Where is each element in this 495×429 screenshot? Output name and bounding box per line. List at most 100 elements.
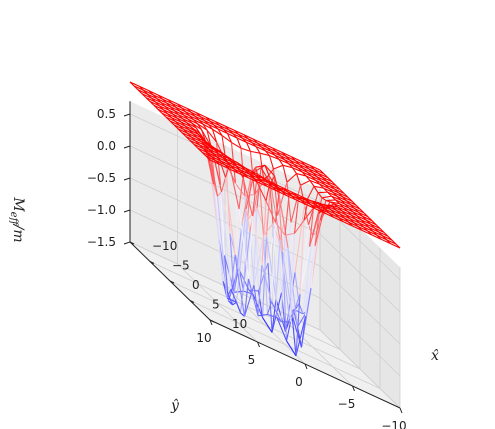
wireframe-segment — [220, 160, 231, 166]
wireframe-segment — [227, 133, 238, 139]
wireframe-segment — [324, 184, 335, 190]
wireframe-segment — [269, 155, 280, 160]
wireframe-segment — [337, 206, 348, 212]
wireframe-segment — [208, 148, 219, 155]
wireframe-segment — [189, 140, 200, 146]
wireframe-segment — [306, 200, 317, 206]
wireframe-segment — [382, 235, 393, 241]
wireframe-segment — [219, 125, 230, 131]
wireframe-segment — [282, 164, 293, 169]
wireframe-segment — [310, 204, 321, 210]
wireframe-segment — [243, 134, 254, 140]
wireframe-segment — [259, 152, 270, 157]
wireframe-segment — [224, 177, 236, 256]
wireframe-segment — [338, 192, 349, 198]
wireframe-segment — [303, 207, 314, 221]
wireframe-segment — [313, 186, 319, 194]
wireframe-segment — [133, 85, 139, 91]
wireframe-segment — [334, 188, 345, 194]
wireframe-segment — [268, 182, 279, 188]
wireframe-segment — [168, 109, 179, 116]
wireframe-segment — [314, 207, 325, 214]
x-tick-label: 10 — [232, 317, 247, 331]
wireframe-segment — [205, 155, 216, 161]
wireframe-segment — [189, 115, 200, 121]
wireframe-segment — [293, 198, 300, 234]
wireframe-segment — [181, 107, 192, 113]
wireframe-segment — [276, 317, 288, 342]
wireframe-segment — [270, 222, 277, 302]
wireframe-segment — [281, 190, 292, 197]
wireframe-segment — [253, 138, 264, 145]
y-tick-mark — [399, 407, 403, 414]
wireframe-segment — [205, 116, 216, 123]
wireframe-segment — [294, 204, 306, 273]
wireframe-segment — [141, 93, 152, 99]
wireframe-segment — [182, 118, 193, 124]
wireframe-segment — [291, 314, 303, 348]
wireframe-segment — [292, 167, 303, 173]
wireframe-segment — [352, 225, 363, 231]
wireframe-segment — [139, 85, 150, 92]
wireframe-segment — [289, 233, 296, 323]
x-tick-label: 0 — [192, 278, 200, 292]
z-tick-mark — [123, 241, 131, 245]
x-tick-mark — [149, 261, 155, 264]
wireframe-segment — [376, 234, 387, 241]
wireframe-segment — [185, 136, 191, 141]
wireframe-segment — [309, 180, 320, 185]
wireframe-segment — [357, 226, 368, 232]
wireframe-segment — [206, 129, 212, 147]
y-tick-mark — [304, 363, 308, 370]
wireframe-segment — [287, 247, 299, 328]
wireframe-segment — [232, 133, 243, 139]
wireframe-segment — [311, 175, 322, 182]
wireframe-segment — [314, 208, 326, 247]
wireframe-segment — [240, 312, 245, 317]
wireframe-segment — [274, 154, 285, 161]
wireframe-segment — [300, 199, 311, 205]
wireframe-segment — [226, 161, 237, 167]
wireframe-segment — [236, 137, 247, 143]
wireframe-segment — [342, 221, 353, 227]
wireframe-segment — [333, 216, 344, 223]
wireframe-segment — [214, 149, 225, 155]
wireframe-segment — [227, 157, 238, 164]
wireframe-segment — [176, 117, 187, 124]
wireframe-segment — [212, 184, 224, 282]
wireframe-segment — [277, 191, 284, 252]
wireframe-segment — [322, 176, 333, 183]
wireframe-segment — [215, 121, 226, 127]
wireframe-segment — [177, 128, 188, 134]
wireframe-segment — [245, 209, 251, 232]
wireframe-segment — [295, 160, 306, 166]
wireframe-segment — [221, 135, 232, 143]
wireframe-segment — [257, 313, 268, 317]
wireframe-segment — [327, 191, 332, 197]
wireframe-segment — [278, 158, 289, 165]
wireframe-segment — [336, 195, 347, 202]
wireframe-segment — [204, 144, 215, 151]
wireframe-segment — [234, 254, 246, 317]
wireframe-segment — [231, 141, 242, 149]
wireframe-segment — [344, 217, 355, 224]
wireframe-segment — [231, 223, 243, 305]
wireframe-segment — [315, 204, 326, 210]
wireframe-segment — [164, 105, 175, 112]
wireframe-segment — [172, 113, 183, 120]
wireframe-segment — [360, 219, 371, 225]
wireframe-segment — [181, 132, 187, 137]
wireframe-segment — [223, 128, 234, 135]
wall-grid-z — [319, 265, 401, 345]
wireframe-segment — [304, 186, 315, 206]
wireframe-segment — [303, 168, 314, 174]
wireframe-segment — [325, 208, 336, 215]
wireframe-segment — [370, 223, 381, 229]
wireframe-segment — [271, 301, 282, 322]
wireframe-segment — [145, 97, 151, 102]
wireframe-segment — [348, 207, 359, 213]
wireframe-segment — [242, 137, 253, 144]
wireframe-segment — [276, 182, 288, 216]
